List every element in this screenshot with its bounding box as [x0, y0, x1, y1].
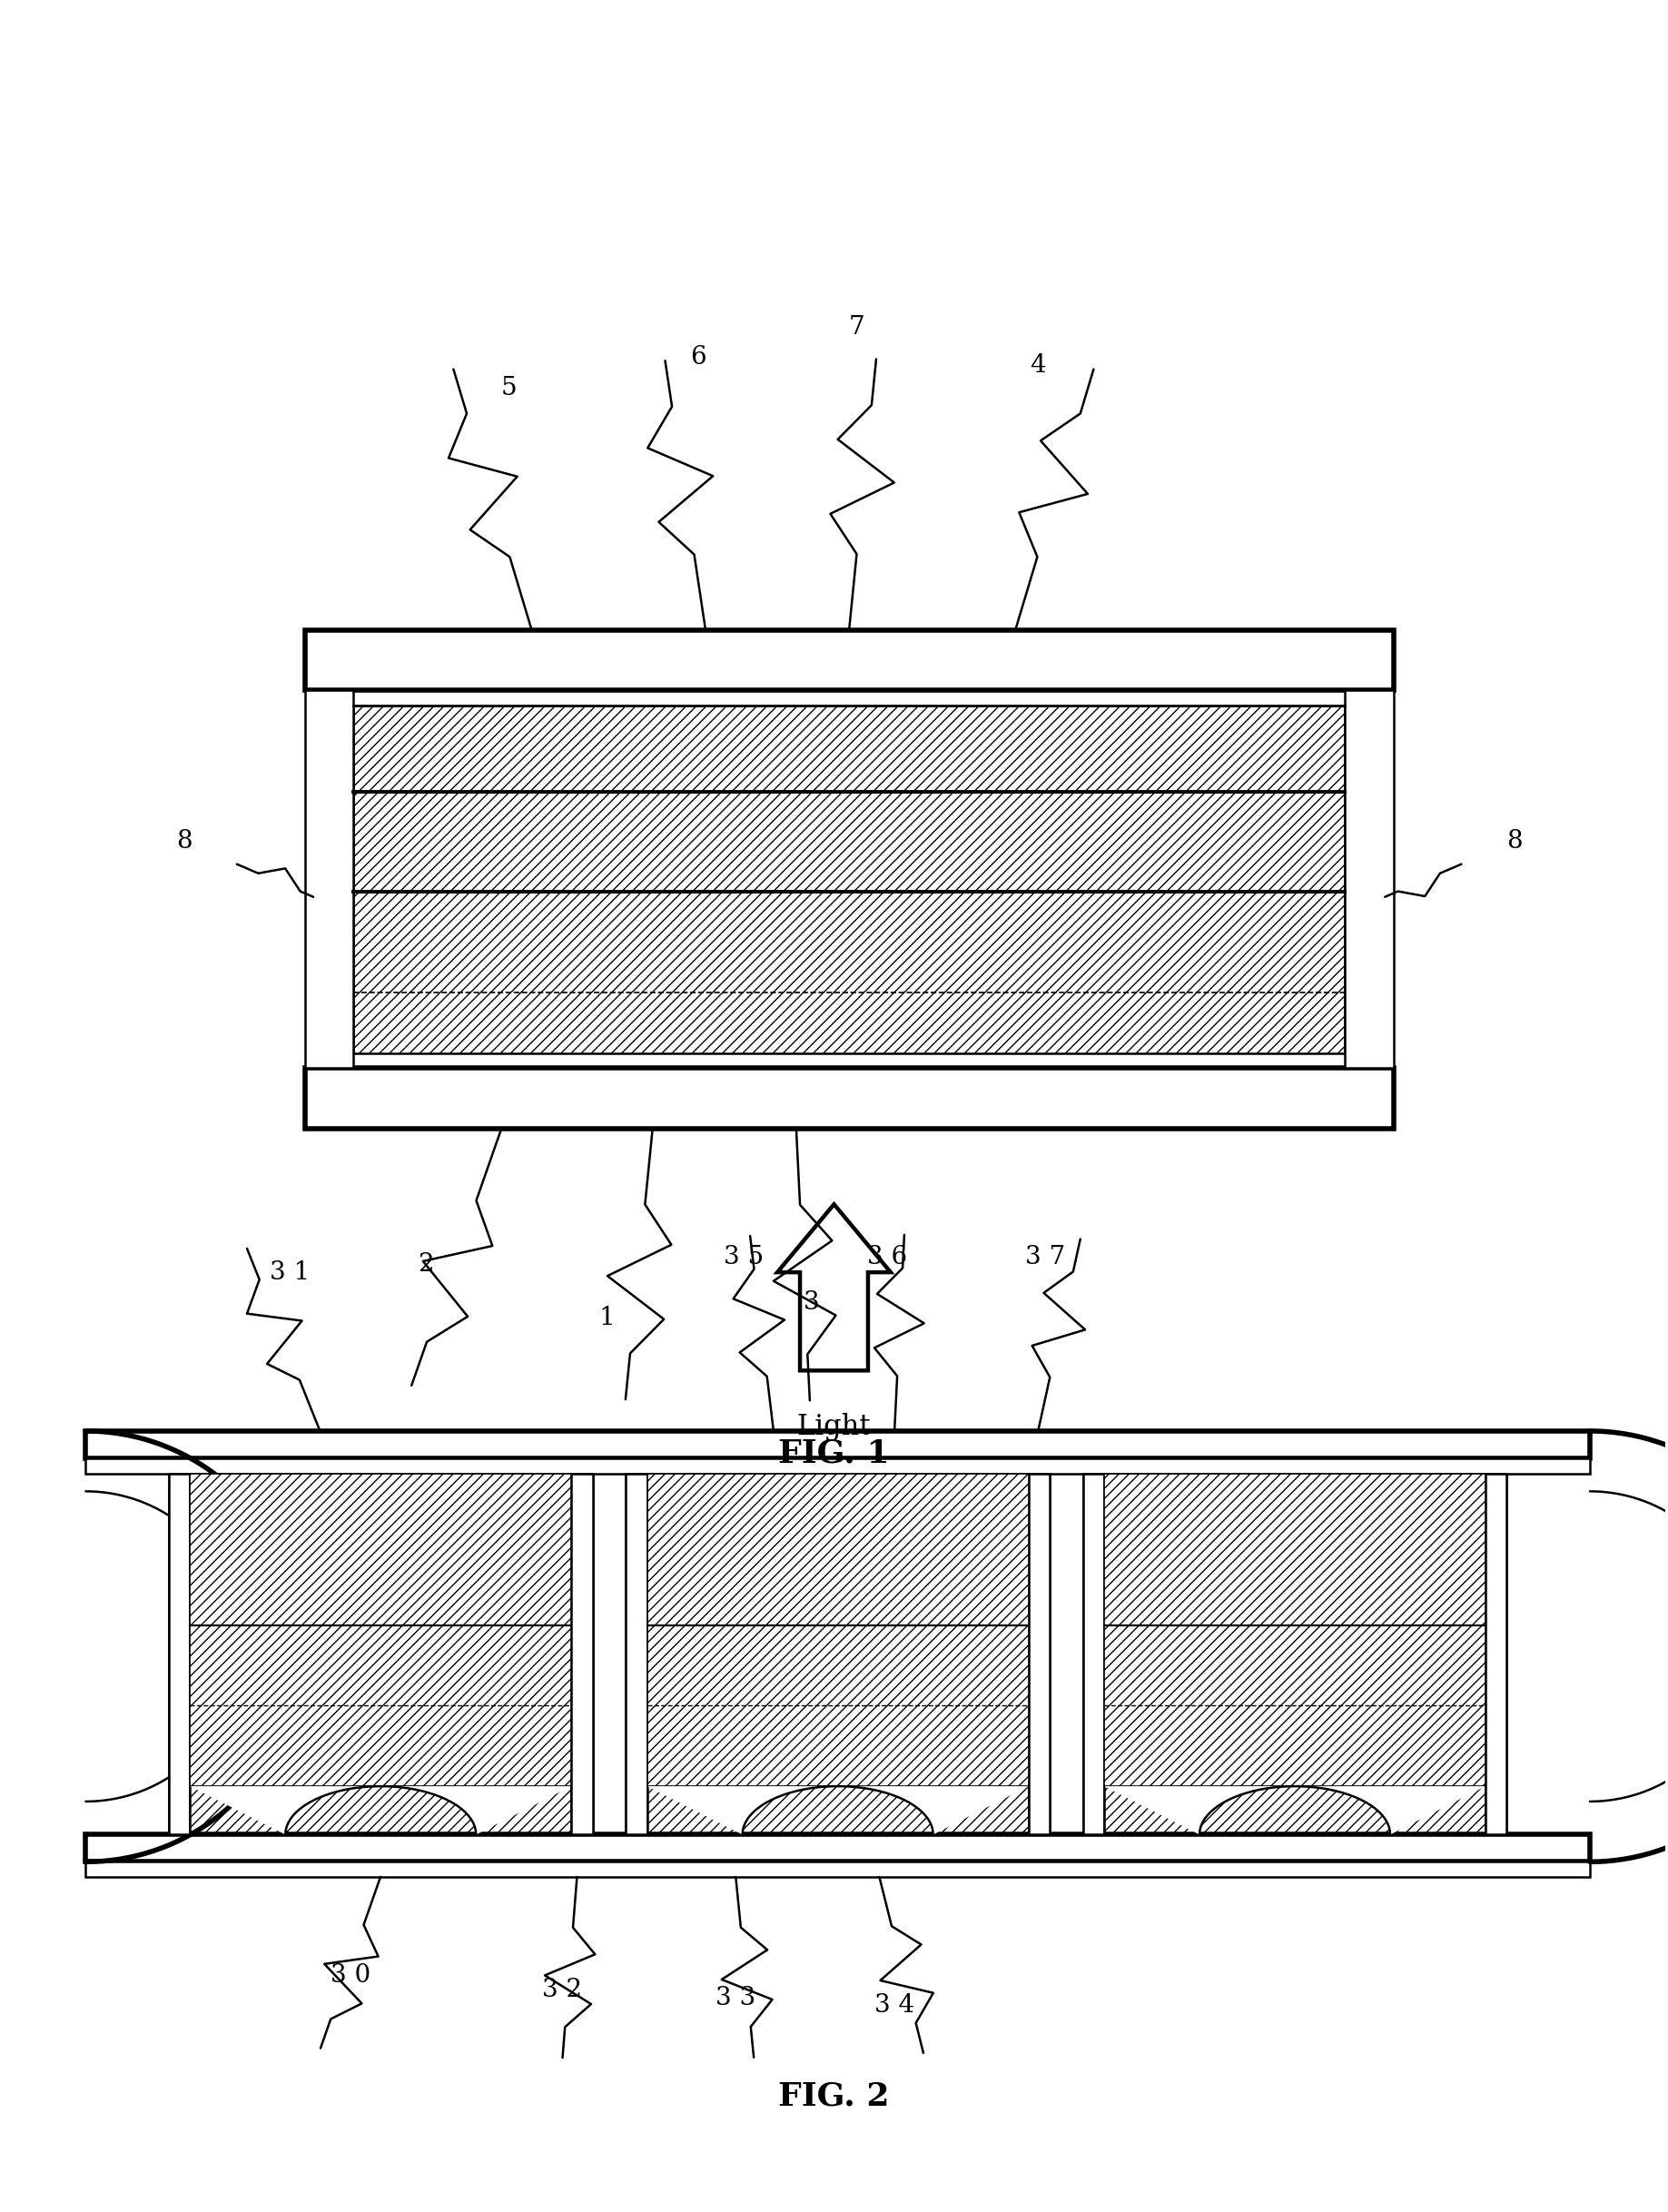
Polygon shape: [647, 1473, 1029, 1626]
Polygon shape: [1344, 690, 1393, 1068]
Polygon shape: [305, 690, 354, 1068]
Text: 3 2: 3 2: [542, 1978, 582, 2002]
Polygon shape: [168, 1473, 592, 1834]
Polygon shape: [1083, 1473, 1506, 1834]
Text: 5: 5: [500, 376, 517, 400]
Polygon shape: [626, 1473, 647, 1834]
Polygon shape: [168, 1473, 190, 1834]
Text: 8: 8: [175, 830, 192, 854]
Polygon shape: [1486, 1473, 1506, 1834]
Text: 4: 4: [1031, 354, 1046, 378]
Polygon shape: [305, 630, 1393, 690]
Text: 7: 7: [849, 316, 864, 341]
Polygon shape: [190, 1626, 572, 1787]
Text: 3 1: 3 1: [270, 1261, 310, 1285]
Text: Light: Light: [797, 1413, 871, 1440]
Text: 3: 3: [804, 1290, 819, 1314]
Text: 2: 2: [417, 1252, 434, 1276]
Text: 6: 6: [691, 345, 706, 369]
Text: 3 0: 3 0: [330, 1962, 370, 1986]
Polygon shape: [1104, 1787, 1486, 1834]
Polygon shape: [190, 1473, 572, 1626]
Polygon shape: [1083, 1473, 1104, 1834]
Polygon shape: [1029, 1473, 1049, 1834]
Polygon shape: [354, 706, 1344, 792]
Polygon shape: [85, 1834, 1590, 1863]
Polygon shape: [647, 1787, 1029, 1834]
Polygon shape: [1104, 1626, 1486, 1787]
Text: 3 6: 3 6: [867, 1245, 907, 1270]
Text: 1: 1: [599, 1305, 615, 1329]
Polygon shape: [777, 1203, 891, 1371]
Text: 3 4: 3 4: [874, 1993, 914, 2017]
Polygon shape: [354, 891, 1344, 1053]
Text: 3 3: 3 3: [716, 1986, 756, 2011]
Text: FIG. 2: FIG. 2: [779, 2081, 889, 2112]
Text: 3 5: 3 5: [724, 1245, 764, 1270]
Polygon shape: [354, 792, 1344, 891]
Polygon shape: [572, 1473, 592, 1834]
Polygon shape: [85, 1458, 1590, 1473]
Polygon shape: [85, 1431, 1590, 1458]
Polygon shape: [305, 1068, 1393, 1128]
Polygon shape: [190, 1787, 572, 1834]
Polygon shape: [85, 1863, 1590, 1878]
Text: 3 7: 3 7: [1026, 1245, 1066, 1270]
Text: 8: 8: [1506, 830, 1523, 854]
Text: FIG. 1: FIG. 1: [779, 1438, 889, 1469]
Polygon shape: [1104, 1473, 1486, 1626]
Polygon shape: [626, 1473, 1049, 1834]
Polygon shape: [647, 1626, 1029, 1787]
